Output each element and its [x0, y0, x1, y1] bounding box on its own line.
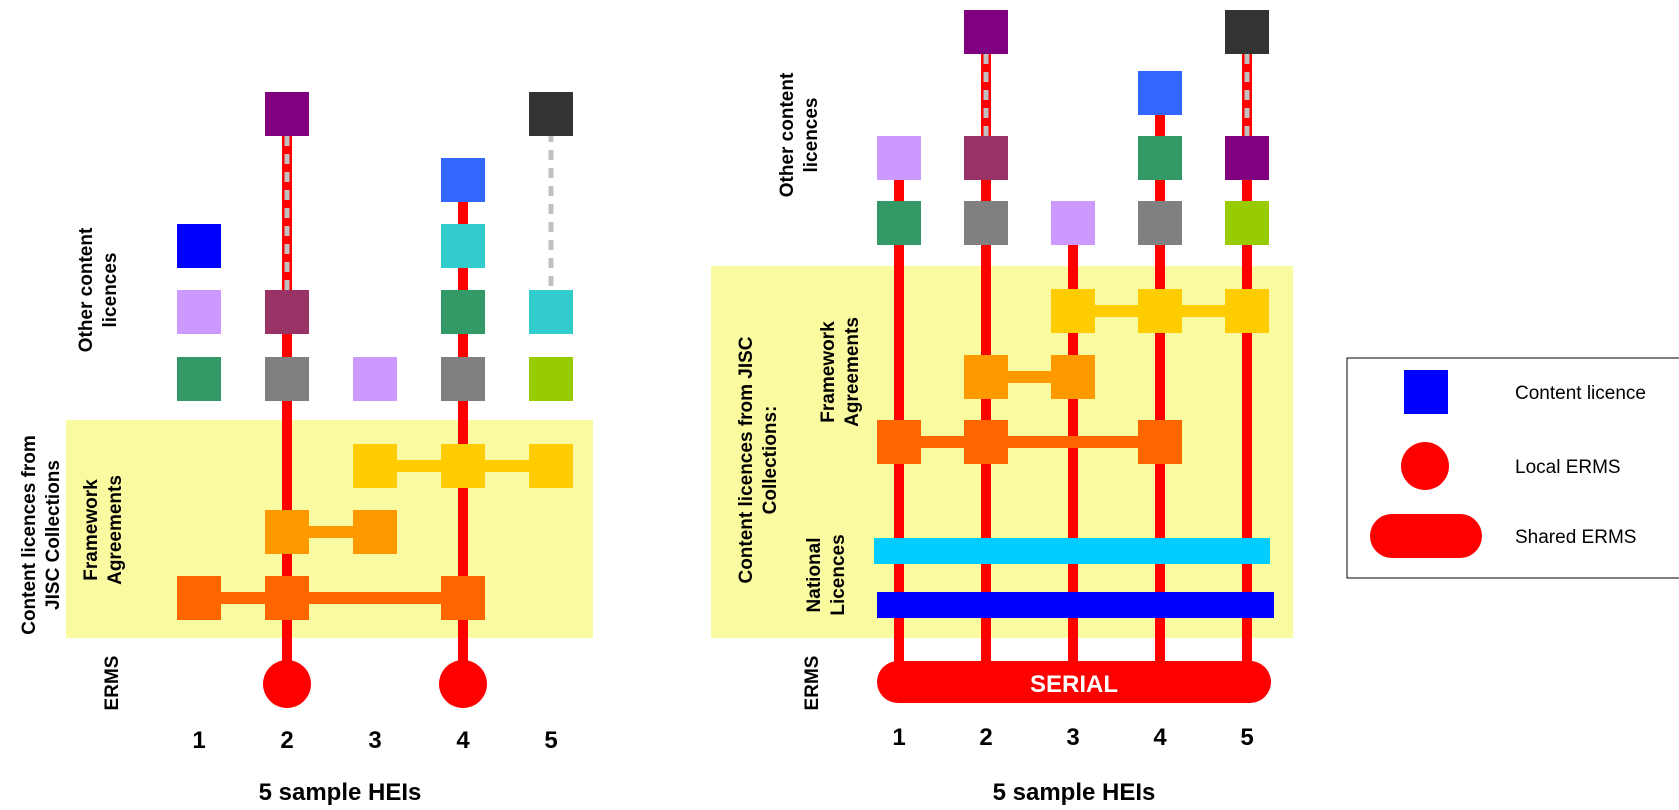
left-licence-square: [441, 158, 485, 202]
left-hei-numbers: 1 2 3 4 5: [192, 727, 557, 754]
right-xlabel: 5 sample HEIs: [993, 779, 1156, 806]
right-licence-square: [1051, 201, 1095, 245]
right-licence-squares: [877, 10, 1269, 464]
left-licence-square: [177, 357, 221, 401]
right-national-label-2: Licences: [828, 534, 849, 615]
left-licence-squares: [177, 92, 573, 620]
left-licence-square: [529, 357, 573, 401]
left-erms-label: ERMS: [102, 656, 123, 711]
right-licence-square: [964, 10, 1008, 54]
left-licence-square: [265, 357, 309, 401]
left-local-erms: [263, 660, 487, 708]
right-licence-square: [877, 201, 921, 245]
left-framework-square: [265, 576, 309, 620]
legend-content-licence-label: Content licence: [1515, 383, 1646, 404]
left-hei-number: 5: [544, 727, 557, 754]
left-licence-square: [529, 290, 573, 334]
right-framework-square: [964, 355, 1008, 399]
right-licence-square: [964, 201, 1008, 245]
left-licence-square: [529, 92, 573, 136]
right-framework-square: [1225, 289, 1269, 333]
left-framework-square: [177, 576, 221, 620]
left-jisc-label-1: Content licences from: [19, 435, 40, 635]
left-licence-square: [441, 357, 485, 401]
left-framework-square: [265, 510, 309, 554]
right-hei-number: 4: [1153, 724, 1167, 751]
left-licence-square: [441, 290, 485, 334]
right-hei-numbers: 1 2 3 4 5: [892, 724, 1253, 751]
legend-content-licence-icon: [1404, 370, 1448, 414]
legend-shared-erms-icon: [1370, 514, 1482, 558]
right-licence-square: [877, 136, 921, 180]
right-licence-square: [1225, 201, 1269, 245]
left-local-erms-circle: [263, 660, 311, 708]
left-other-label-2: licences: [100, 253, 121, 328]
legend-local-erms-icon: [1401, 442, 1449, 490]
right-jisc-label-2: Collections:: [760, 406, 781, 515]
right-national-licence-bar: [874, 538, 1270, 564]
right-framework-label-2: Agreements: [842, 317, 863, 427]
left-framework-label-1: Framework: [81, 479, 102, 581]
right-other-label-2: licences: [801, 98, 822, 173]
right-hei-number: 1: [892, 724, 905, 751]
left-hei-number: 3: [368, 727, 381, 754]
left-other-label-1: Other content: [76, 227, 97, 352]
right-framework-square: [1051, 289, 1095, 333]
left-licence-square: [265, 290, 309, 334]
right-hei-number: 3: [1066, 724, 1079, 751]
left-licence-square: [265, 92, 309, 136]
right-licence-square: [1138, 136, 1182, 180]
right-other-label-1: Other content: [777, 72, 798, 197]
right-framework-square: [1051, 355, 1095, 399]
left-licence-square: [177, 224, 221, 268]
left-hei-number: 1: [192, 727, 205, 754]
left-framework-square: [441, 576, 485, 620]
right-licence-square: [1138, 71, 1182, 115]
left-licence-square: [177, 290, 221, 334]
legend-local-erms-label: Local ERMS: [1515, 457, 1621, 478]
right-framework-label-1: Framework: [818, 321, 839, 423]
left-xlabel: 5 sample HEIs: [259, 779, 422, 806]
right-hei-number: 2: [979, 724, 992, 751]
left-framework-label-2: Agreements: [105, 475, 126, 585]
serial-shared-erms: [877, 661, 1271, 703]
left-licence-square: [441, 224, 485, 268]
serial-label: SERIAL: [1030, 671, 1118, 698]
right-jisc-label-1: Content licences from JISC: [736, 336, 757, 583]
left-local-erms-circle: [439, 660, 487, 708]
right-framework-square: [1138, 289, 1182, 333]
right-licence-square: [1225, 10, 1269, 54]
left-framework-square: [353, 444, 397, 488]
right-licence-square: [964, 136, 1008, 180]
right-hei-number: 5: [1240, 724, 1253, 751]
right-licence-square: [1138, 201, 1182, 245]
left-licence-square: [353, 357, 397, 401]
right-framework-square: [877, 420, 921, 464]
right-licence-square: [1225, 136, 1269, 180]
right-erms-label: ERMS: [802, 656, 823, 711]
right-national-licence-bar: [877, 592, 1274, 618]
legend-shared-erms-label: Shared ERMS: [1515, 527, 1636, 548]
left-jisc-label-2: JISC Collections: [43, 460, 64, 610]
left-framework-square: [353, 510, 397, 554]
left-framework-square: [529, 444, 573, 488]
legend: Content licence Local ERMS Shared ERMS: [1346, 357, 1679, 579]
right-framework-square: [1138, 420, 1182, 464]
left-hei-number: 4: [456, 727, 470, 754]
left-framework-square: [441, 444, 485, 488]
right-framework-square: [964, 420, 1008, 464]
right-national-label-1: National: [804, 538, 825, 613]
left-hei-number: 2: [280, 727, 293, 754]
